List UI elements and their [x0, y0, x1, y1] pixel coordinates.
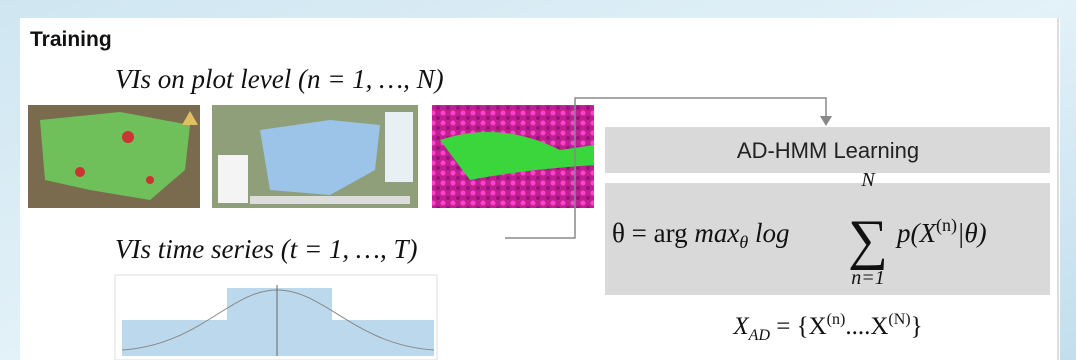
formula-part: ....X — [845, 313, 888, 340]
sum-lower: n=1 — [851, 267, 885, 289]
formula-part: (N) — [888, 311, 910, 328]
formula-part: } — [911, 313, 923, 340]
formula-part: θ — [739, 232, 748, 252]
formula-part: p(X — [895, 218, 937, 248]
time-series-chart — [115, 275, 437, 360]
formula-lhs: θ = arg maxθ log — [612, 218, 790, 252]
formula-part: |θ) — [957, 218, 987, 248]
formula-part: (n) — [936, 215, 957, 236]
formula-part: max — [694, 218, 739, 248]
learning-title: AD-HMM Learning — [737, 138, 919, 163]
formula-part: AD — [748, 327, 771, 344]
time-series-label: VIs time series (t = 1, …, T) — [115, 234, 417, 264]
sum-upper: N — [860, 169, 876, 191]
slide: Training VIs on plot level (n = 1, …, N)… — [0, 0, 1076, 360]
formula-part: (n) — [827, 311, 846, 328]
map-blue — [212, 105, 418, 208]
formula-part: log — [748, 218, 789, 248]
plot-level-label: VIs on plot level (n = 1, …, N) — [115, 64, 444, 94]
section-title: Training — [30, 28, 112, 51]
formula-part: θ = arg — [612, 218, 694, 248]
map-green — [28, 105, 200, 208]
sum-sign: ∑ — [848, 209, 888, 271]
formula-part: = {X — [770, 313, 827, 340]
